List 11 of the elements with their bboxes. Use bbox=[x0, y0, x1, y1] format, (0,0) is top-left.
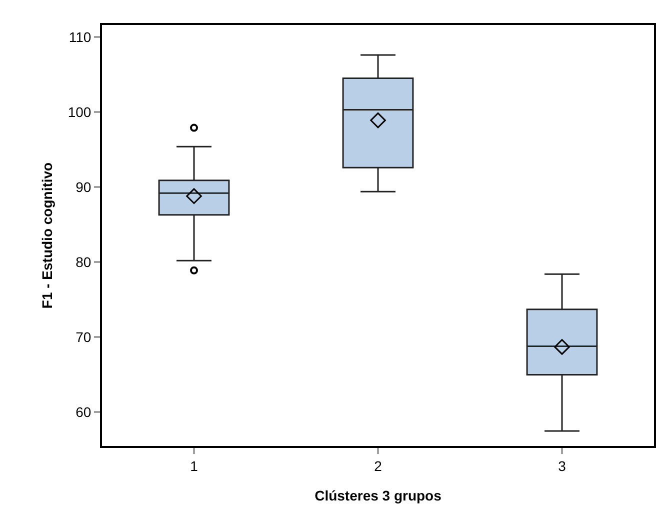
y-tick-label: 70 bbox=[76, 329, 92, 346]
x-axis-title: Clústeres 3 grupos bbox=[314, 488, 442, 504]
y-tick-label: 90 bbox=[76, 179, 92, 195]
y-tick-label: 80 bbox=[76, 254, 92, 270]
y-tick-label: 100 bbox=[68, 104, 92, 120]
x-tick-label: 1 bbox=[190, 458, 198, 474]
y-axis-title: F1 - Estudio cognitivo bbox=[38, 162, 55, 309]
x-tick-label: 3 bbox=[558, 458, 566, 474]
y-tick-label: 60 bbox=[76, 404, 92, 420]
x-tick-label: 2 bbox=[374, 458, 382, 474]
y-tick-label: 110 bbox=[68, 28, 92, 45]
